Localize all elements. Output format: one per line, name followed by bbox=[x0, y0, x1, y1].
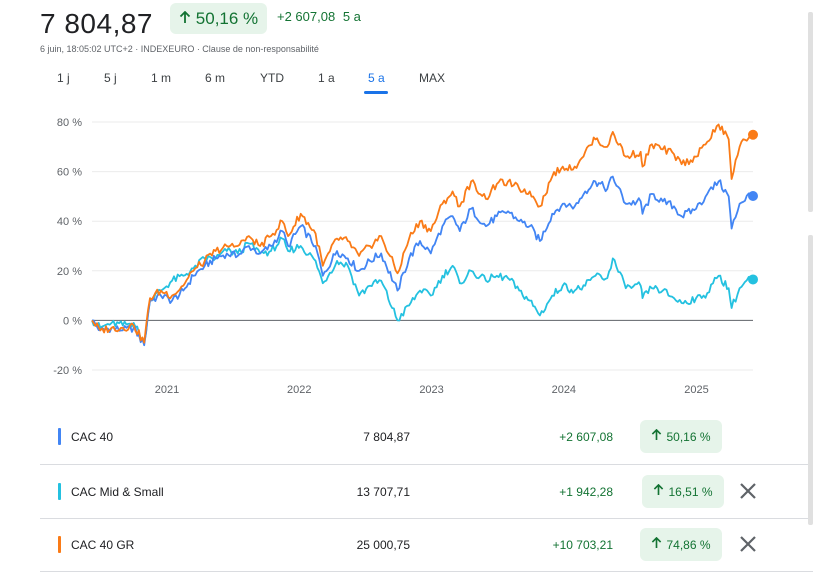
row-divider bbox=[40, 518, 813, 519]
tab-1m[interactable]: 1 m bbox=[151, 71, 172, 85]
active-tab-indicator bbox=[364, 91, 388, 94]
tab-max[interactable]: MAX bbox=[419, 71, 446, 85]
series-line-cac-40 bbox=[91, 175, 754, 347]
y-tick-label: 0 % bbox=[63, 315, 82, 327]
series-color-bar bbox=[58, 428, 61, 445]
tab-6m[interactable]: 6 m bbox=[205, 71, 226, 85]
tab-1y[interactable]: 1 a bbox=[318, 71, 335, 85]
series-end-marker bbox=[748, 274, 758, 285]
remove-comparison-close-icon[interactable] bbox=[739, 482, 757, 500]
x-tick-label: 2025 bbox=[684, 384, 708, 396]
tab-5y[interactable]: 5 a bbox=[368, 71, 385, 85]
x-tick-label: 2023 bbox=[419, 384, 443, 396]
arrow-up-icon bbox=[651, 428, 662, 444]
x-tick-label: 2021 bbox=[155, 384, 179, 396]
index-value: 13 707,71 bbox=[356, 485, 410, 499]
change-percent-badge: 50,16 % bbox=[170, 3, 267, 34]
change-absolute: +2 607,08 5 a bbox=[277, 9, 361, 24]
series-end-marker bbox=[748, 129, 758, 140]
index-change-badge: 16,51 % bbox=[642, 475, 724, 508]
x-tick-label: 2024 bbox=[552, 384, 576, 396]
y-tick-label: 80 % bbox=[57, 117, 82, 129]
tab-ytd[interactable]: YTD bbox=[260, 71, 284, 85]
index-change: +1 942,28 bbox=[559, 485, 613, 499]
y-tick-label: 60 % bbox=[57, 167, 82, 179]
index-change: +2 607,08 bbox=[559, 430, 613, 444]
timestamp-disclaimer: 6 juin, 18:05:02 UTC+2 · INDEXEURO · Cla… bbox=[40, 44, 319, 54]
y-tick-label: 20 % bbox=[57, 266, 82, 278]
table-row-cac40-gr[interactable]: CAC 40 GR 25 000,75 +10 703,21 74,86 % bbox=[40, 518, 813, 572]
series-line-cac-mid-small bbox=[91, 236, 754, 344]
current-price: 7 804,87 bbox=[40, 8, 153, 39]
tab-1d[interactable]: 1 j bbox=[57, 71, 70, 85]
table-row-cac40[interactable]: CAC 40 7 804,87 +2 607,08 50,16 % bbox=[40, 410, 813, 464]
index-change-badge: 50,16 % bbox=[640, 420, 722, 453]
series-color-bar bbox=[58, 483, 61, 500]
index-change-badge: 74,86 % bbox=[640, 528, 722, 561]
scrollbar-track[interactable] bbox=[808, 235, 813, 525]
index-name: CAC 40 GR bbox=[71, 538, 135, 552]
tab-5d[interactable]: 5 j bbox=[104, 71, 117, 85]
series-line-cac-40-gr bbox=[91, 123, 754, 344]
series-color-bar bbox=[58, 536, 61, 553]
table-row-cac-mid-small[interactable]: CAC Mid & Small 13 707,71 +1 942,28 16,5… bbox=[40, 465, 813, 519]
table-bottom-border bbox=[40, 571, 813, 572]
index-name: CAC Mid & Small bbox=[71, 485, 164, 499]
arrow-up-icon bbox=[179, 9, 191, 29]
index-change: +10 703,21 bbox=[552, 538, 613, 552]
arrow-up-icon bbox=[653, 483, 664, 499]
row-divider bbox=[40, 464, 813, 465]
index-value: 25 000,75 bbox=[356, 538, 410, 552]
series-end-marker bbox=[748, 191, 758, 202]
y-tick-label: -20 % bbox=[53, 365, 82, 377]
index-name: CAC 40 bbox=[71, 430, 114, 444]
comparison-line-chart[interactable]: -20 % 0 % 20 % 40 % 60 % 80 % 2021 2022 2023 2024… bbox=[0, 100, 800, 405]
x-tick-label: 2022 bbox=[287, 384, 311, 396]
arrow-up-icon bbox=[651, 536, 662, 552]
change-period: 5 a bbox=[342, 9, 361, 24]
change-percent-value: 50,16 % bbox=[195, 8, 259, 28]
y-tick-label: 40 % bbox=[57, 216, 82, 228]
index-value: 7 804,87 bbox=[363, 430, 410, 444]
scrollbar-track[interactable] bbox=[808, 12, 813, 212]
remove-comparison-close-icon[interactable] bbox=[739, 535, 757, 553]
